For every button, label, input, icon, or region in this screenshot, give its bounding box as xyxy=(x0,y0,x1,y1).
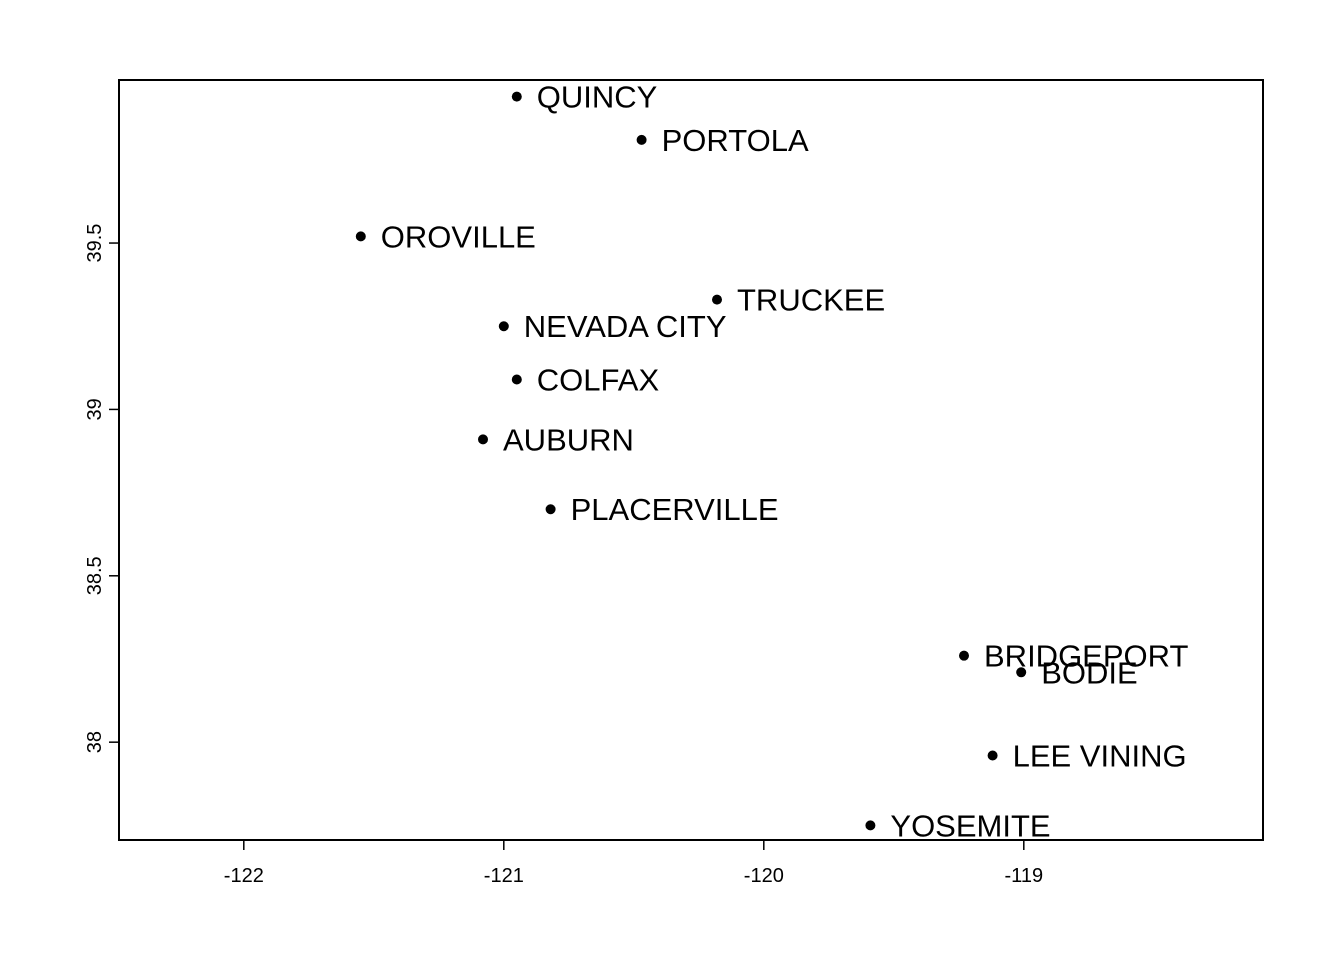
data-point-label: BRIDGEPORT xyxy=(984,639,1188,674)
data-point-label: NEVADA CITY xyxy=(524,309,727,344)
data-point-group: PLACERVILLE xyxy=(545,492,779,527)
data-point-label: OROVILLE xyxy=(381,219,536,254)
data-point-label: PORTOLA xyxy=(662,123,809,158)
y-tick-label: 38.5 xyxy=(84,556,106,595)
data-point xyxy=(1016,667,1027,678)
x-tick-label: -120 xyxy=(744,865,784,887)
data-point xyxy=(636,134,647,145)
data-point-label: COLFAX xyxy=(537,362,660,397)
data-point-group: BRIDGEPORT xyxy=(959,639,1188,674)
x-axis: -122 -121 -120 -119 xyxy=(224,840,1043,887)
data-point-group: LEE VINING xyxy=(987,738,1187,773)
data-point-label: QUINCY xyxy=(537,80,658,115)
x-tick-label: -119 xyxy=(1005,865,1044,887)
data-point-group: QUINCY xyxy=(511,80,658,115)
y-tick-label: 38 xyxy=(84,731,106,753)
data-point-group: TRUCKEE xyxy=(712,283,885,318)
data-point-label: YOSEMITE xyxy=(890,808,1050,843)
data-point xyxy=(959,650,969,661)
data-point-label: BODIE xyxy=(1041,655,1137,690)
x-tick-label: -121 xyxy=(484,865,524,887)
data-point xyxy=(987,750,998,761)
data-point-group: OROVILLE xyxy=(355,219,536,254)
data-point xyxy=(355,231,366,242)
y-axis: 38 38.5 39 39.5 xyxy=(84,224,119,753)
x-tick-label: -122 xyxy=(224,865,264,887)
data-point-group: NEVADA CITY xyxy=(498,309,727,344)
data-point xyxy=(545,504,556,515)
data-point-label: LEE VINING xyxy=(1013,738,1187,773)
data-point-label: AUBURN xyxy=(503,422,634,457)
data-point-group: AUBURN xyxy=(478,422,634,457)
data-point xyxy=(511,91,522,102)
data-point-group: BODIE xyxy=(1016,655,1138,690)
data-point xyxy=(498,321,509,332)
plot-frame xyxy=(118,79,1264,841)
y-tick-label: 39.5 xyxy=(84,224,106,263)
data-point-group: PORTOLA xyxy=(636,123,809,158)
y-tick-label: 39 xyxy=(84,398,106,420)
data-point-group: YOSEMITE xyxy=(865,808,1051,843)
data-point xyxy=(511,374,522,385)
data-point xyxy=(865,820,876,831)
data-point-group: COLFAX xyxy=(511,362,660,397)
data-point-label: TRUCKEE xyxy=(737,283,885,318)
data-point xyxy=(478,434,488,445)
data-point xyxy=(712,294,722,305)
data-point-label: PLACERVILLE xyxy=(571,492,779,527)
